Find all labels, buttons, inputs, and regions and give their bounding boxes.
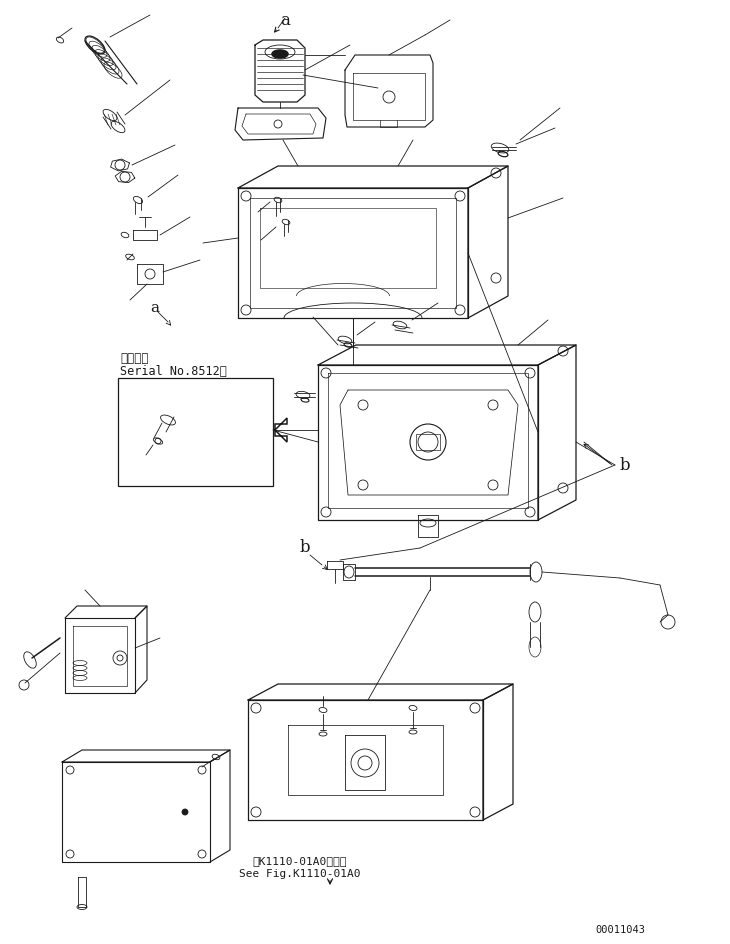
Ellipse shape <box>272 50 288 58</box>
Text: b: b <box>620 457 630 474</box>
Text: 適用号機: 適用号機 <box>120 352 148 365</box>
Text: a: a <box>150 301 159 315</box>
Bar <box>416 434 440 450</box>
Text: 00011043: 00011043 <box>595 925 645 935</box>
Text: a: a <box>280 12 290 29</box>
Text: Serial No.8512～: Serial No.8512～ <box>120 365 227 378</box>
Text: See Fig.K1110-01A0: See Fig.K1110-01A0 <box>239 869 361 879</box>
Text: 第K1110-01A0図参照: 第K1110-01A0図参照 <box>253 856 347 866</box>
Circle shape <box>182 809 188 815</box>
Bar <box>118 378 273 486</box>
Polygon shape <box>275 418 287 442</box>
Text: b: b <box>300 540 310 557</box>
